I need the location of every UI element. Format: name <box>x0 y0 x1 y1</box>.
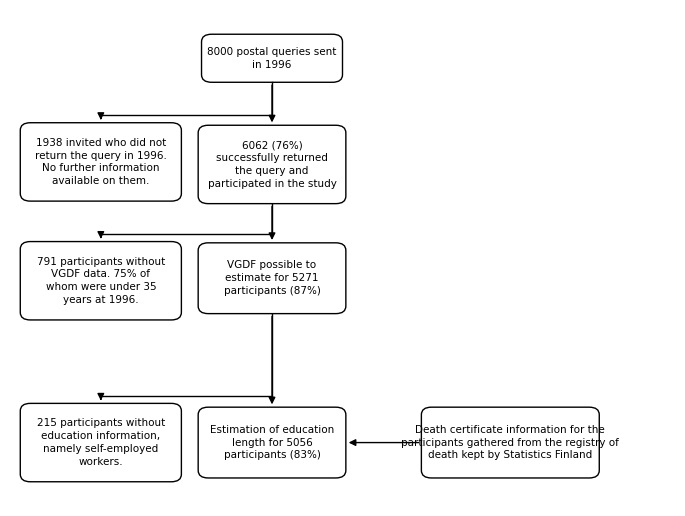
Text: VGDF possible to
estimate for 5271
participants (87%): VGDF possible to estimate for 5271 parti… <box>223 261 321 296</box>
FancyBboxPatch shape <box>198 243 346 314</box>
FancyBboxPatch shape <box>21 241 182 320</box>
Text: Death certificate information for the
participants gathered from the registry of: Death certificate information for the pa… <box>401 425 619 460</box>
FancyBboxPatch shape <box>421 407 599 478</box>
Text: Estimation of education
length for 5056
participants (83%): Estimation of education length for 5056 … <box>210 425 334 460</box>
Text: 8000 postal queries sent
in 1996: 8000 postal queries sent in 1996 <box>208 47 337 70</box>
FancyBboxPatch shape <box>21 123 182 201</box>
FancyBboxPatch shape <box>198 407 346 478</box>
FancyBboxPatch shape <box>198 125 346 204</box>
Text: 6062 (76%)
successfully returned
the query and
participated in the study: 6062 (76%) successfully returned the que… <box>208 140 336 189</box>
FancyBboxPatch shape <box>201 34 342 82</box>
Text: 1938 invited who did not
return the query in 1996.
No further information
availa: 1938 invited who did not return the quer… <box>35 138 166 186</box>
Text: 215 participants without
education information,
namely self-employed
workers.: 215 participants without education infor… <box>37 418 165 467</box>
FancyBboxPatch shape <box>21 404 182 482</box>
Text: 791 participants without
VGDF data. 75% of
whom were under 35
years at 1996.: 791 participants without VGDF data. 75% … <box>37 256 165 305</box>
